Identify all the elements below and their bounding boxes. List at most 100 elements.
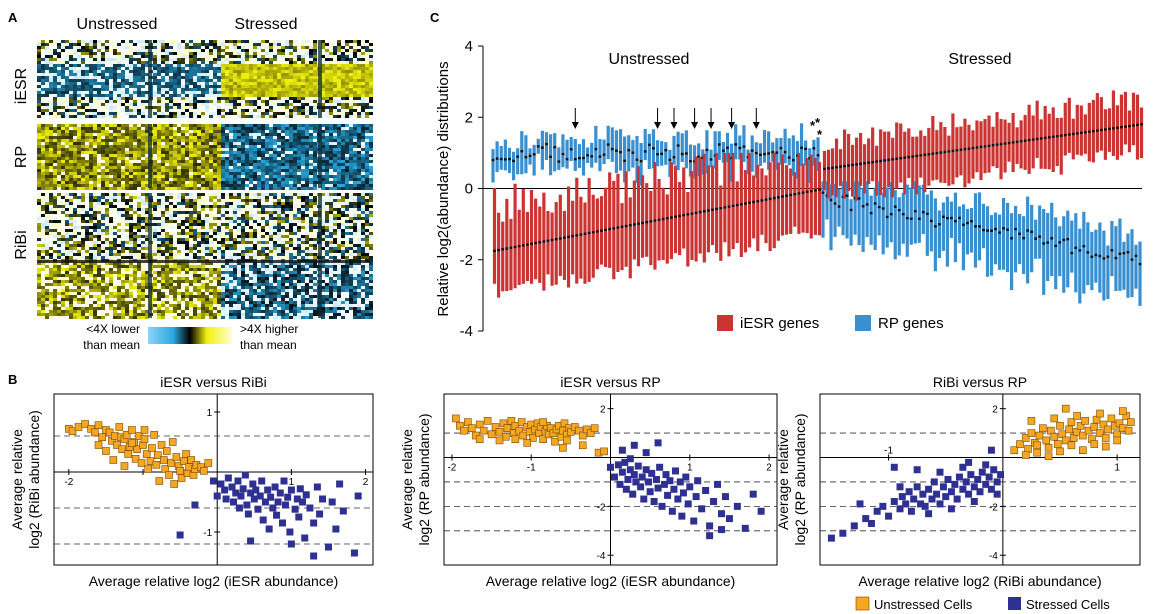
heatmap-cell	[201, 67, 205, 70]
heatmap-cell	[89, 109, 93, 112]
heatmap-cell	[81, 115, 85, 118]
heatmap-cell	[281, 40, 285, 43]
heatmap-cell	[297, 148, 301, 151]
heatmap-cell	[69, 175, 73, 178]
heatmap-cell	[129, 184, 133, 187]
heatmap-cell	[365, 154, 369, 157]
heatmap-cell	[349, 148, 353, 151]
heatmap-cell	[169, 55, 173, 58]
heatmap-cell	[141, 91, 145, 94]
heatmap-cell	[349, 223, 353, 226]
heatmap-cell	[81, 40, 85, 43]
heatmap-cell	[297, 166, 301, 169]
heatmap-cell	[173, 157, 177, 160]
heatmap-cell	[97, 151, 101, 154]
heatmap-cell	[177, 187, 181, 190]
heatmap-cell	[353, 151, 357, 154]
heatmap-cell	[269, 67, 273, 70]
heatmap-cell	[65, 208, 69, 211]
heatmap-cell	[241, 88, 245, 91]
heatmap-cell	[369, 109, 373, 112]
heatmap-cell	[73, 91, 77, 94]
heatmap-cell	[165, 58, 169, 61]
heatmap-cell	[293, 202, 297, 205]
heatmap-cell	[245, 163, 249, 166]
heatmap-cell	[309, 163, 313, 166]
heatmap-cell	[61, 100, 65, 103]
heatmap-cell	[117, 157, 121, 160]
heatmap-cell	[337, 208, 341, 211]
heatmap-cell	[321, 124, 325, 127]
heatmap-cell	[289, 145, 293, 148]
heatmap-cell	[297, 64, 301, 67]
heatmap-cell	[293, 166, 297, 169]
heatmap-cell	[273, 187, 277, 190]
heatmap-cell	[289, 67, 293, 70]
heatmap-cell	[265, 223, 269, 226]
heatmap-cell	[53, 70, 57, 73]
heatmap-cell	[257, 154, 261, 157]
heatmap-cell	[233, 124, 237, 127]
heatmap-cell	[237, 181, 241, 184]
heatmap-cell	[145, 193, 149, 196]
heatmap-cell	[181, 112, 185, 115]
heatmap-cell	[269, 199, 273, 202]
heatmap-stripe	[148, 124, 152, 188]
heatmap-cell	[181, 64, 185, 67]
heatmap-cell	[197, 58, 201, 61]
heatmap-cell	[133, 151, 137, 154]
heatmap-cell	[365, 124, 369, 127]
heatmap-cell	[65, 79, 69, 82]
heatmap-cell	[37, 214, 41, 217]
heatmap-cell	[281, 97, 285, 100]
heatmap-cell	[41, 88, 45, 91]
heatmap-cell	[237, 202, 241, 205]
heatmap-cell	[121, 82, 125, 85]
heatmap-cell	[237, 136, 241, 139]
heatmap-cell	[133, 220, 137, 223]
heatmap-cell	[205, 214, 209, 217]
heatmap-cell	[53, 124, 57, 127]
heatmap-cell	[109, 199, 113, 202]
heatmap-cell	[341, 205, 345, 208]
heatmap-cell	[141, 61, 145, 64]
heatmap-cell	[313, 106, 317, 109]
heatmap-cell	[121, 124, 125, 127]
heatmap-cell	[117, 73, 121, 76]
heatmap-cell	[289, 220, 293, 223]
heatmap-cell	[281, 88, 285, 91]
heatmap-cell	[213, 160, 217, 163]
heatmap-cell	[117, 187, 121, 190]
heatmap-cell	[193, 214, 197, 217]
heatmap-cell	[161, 106, 165, 109]
heatmap-cell	[201, 220, 205, 223]
heatmap-cell	[173, 127, 177, 130]
heatmap-cell	[273, 61, 277, 64]
heatmap-cell	[137, 103, 141, 106]
heatmap-cell	[125, 52, 129, 55]
heatmap-cell	[177, 181, 181, 184]
heatmap-cell	[289, 115, 293, 118]
heatmap-cell	[365, 70, 369, 73]
heatmap-cell	[357, 145, 361, 148]
heatmap-cell	[105, 133, 109, 136]
heatmap-cell	[65, 106, 69, 109]
heatmap-cell	[265, 79, 269, 82]
heatmap-cell	[261, 184, 265, 187]
heatmap-cell	[221, 52, 225, 55]
heatmap-cell	[69, 208, 73, 211]
heatmap-cell	[53, 148, 57, 151]
heatmap-cell	[217, 202, 221, 205]
heatmap-cell	[101, 112, 105, 115]
heatmap-cell	[221, 106, 225, 109]
heatmap-cell	[133, 205, 137, 208]
heatmap-cell	[49, 55, 53, 58]
heatmap-cell	[321, 223, 325, 226]
heatmap-cell	[157, 220, 161, 223]
heatmap-cell	[313, 163, 317, 166]
heatmap-cell	[353, 61, 357, 64]
heatmap-cell	[37, 187, 41, 190]
heatmap-cell	[277, 82, 281, 85]
heatmap-cell	[73, 151, 77, 154]
heatmap-cell	[193, 112, 197, 115]
